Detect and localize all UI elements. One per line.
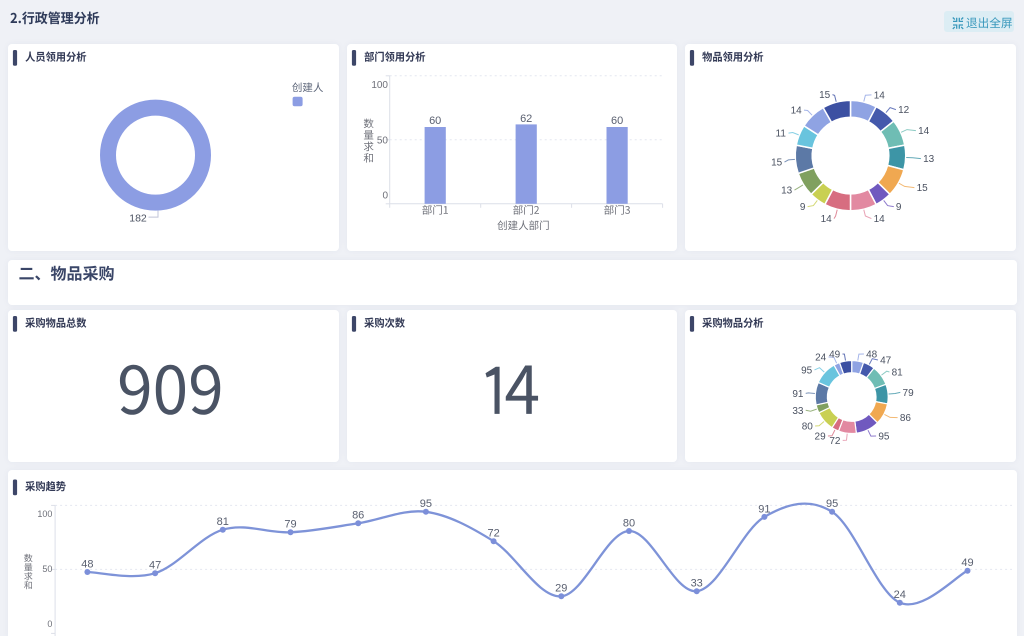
svg-text:95: 95 [801, 366, 813, 377]
svg-text:33: 33 [793, 406, 805, 417]
svg-text:14: 14 [791, 106, 803, 117]
svg-text:60: 60 [611, 115, 623, 127]
svg-text:79: 79 [284, 519, 296, 531]
svg-text:95: 95 [879, 432, 891, 443]
svg-text:13: 13 [923, 155, 935, 166]
svg-text:86: 86 [352, 510, 364, 522]
svg-text:80: 80 [802, 422, 814, 433]
svg-text:47: 47 [149, 560, 161, 572]
svg-text:91: 91 [758, 503, 770, 515]
svg-text:14: 14 [874, 91, 886, 102]
svg-text:95: 95 [826, 498, 838, 510]
svg-text:100: 100 [37, 509, 52, 519]
svg-text:0: 0 [47, 619, 52, 629]
svg-text:13: 13 [781, 186, 793, 197]
svg-text:15: 15 [819, 91, 831, 102]
svg-text:50: 50 [42, 564, 52, 574]
svg-text:50: 50 [377, 136, 389, 147]
svg-text:14: 14 [918, 127, 930, 138]
svg-text:15: 15 [771, 158, 783, 169]
svg-text:15: 15 [917, 184, 929, 195]
svg-text:182: 182 [129, 213, 147, 225]
svg-text:11: 11 [776, 129, 787, 140]
svg-text:60: 60 [429, 115, 441, 127]
svg-text:62: 62 [520, 113, 532, 125]
svg-text:81: 81 [892, 368, 904, 379]
svg-text:86: 86 [900, 413, 912, 424]
svg-text:47: 47 [880, 356, 892, 367]
svg-text:49: 49 [829, 350, 841, 361]
svg-text:29: 29 [555, 583, 567, 595]
svg-text:0: 0 [382, 191, 388, 202]
svg-text:24: 24 [894, 589, 906, 601]
svg-text:33: 33 [691, 578, 703, 590]
svg-text:100: 100 [371, 81, 388, 92]
svg-text:14: 14 [874, 215, 886, 226]
svg-text:72: 72 [830, 436, 842, 447]
svg-text:91: 91 [793, 389, 805, 400]
svg-text:79: 79 [903, 388, 915, 399]
svg-text:80: 80 [623, 517, 635, 529]
svg-text:29: 29 [815, 432, 827, 443]
svg-text:14: 14 [821, 215, 833, 226]
svg-text:48: 48 [866, 350, 878, 361]
svg-text:95: 95 [420, 498, 432, 510]
svg-text:48: 48 [81, 558, 93, 570]
svg-text:9: 9 [800, 203, 806, 214]
svg-text:24: 24 [815, 353, 827, 364]
svg-text:9: 9 [896, 203, 902, 214]
svg-text:72: 72 [487, 528, 499, 540]
svg-text:81: 81 [217, 516, 229, 528]
svg-text:12: 12 [898, 106, 910, 117]
svg-text:49: 49 [961, 557, 973, 569]
